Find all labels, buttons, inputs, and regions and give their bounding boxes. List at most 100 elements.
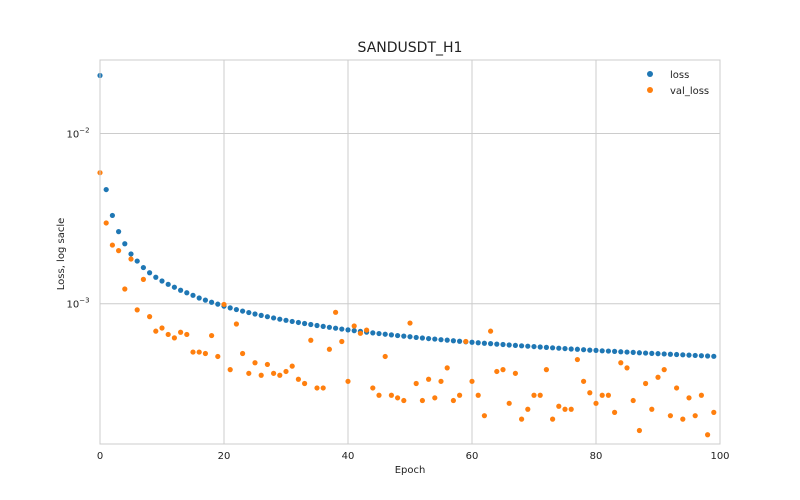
data-point-val-loss	[184, 331, 190, 338]
data-point-loss	[525, 343, 531, 349]
data-point-loss	[159, 278, 165, 284]
data-point-loss	[252, 311, 258, 317]
data-point-val-loss	[568, 406, 574, 412]
data-point-loss	[233, 306, 239, 313]
x-axis-label: Epoch	[395, 465, 426, 476]
data-point-loss	[165, 281, 171, 287]
data-point-loss	[271, 315, 277, 321]
data-point-loss	[587, 347, 593, 353]
data-point-loss	[500, 341, 506, 348]
data-point-loss	[345, 327, 351, 333]
data-point-val-loss	[258, 372, 264, 378]
legend: loss val_loss	[647, 70, 709, 97]
data-point-val-loss	[178, 329, 184, 335]
data-point-val-loss	[667, 413, 674, 419]
data-point-val-loss	[426, 376, 432, 382]
data-point-loss	[240, 308, 246, 314]
data-point-loss	[562, 345, 568, 352]
data-point-loss	[376, 330, 382, 337]
data-point-loss	[438, 337, 444, 343]
data-point-val-loss	[271, 370, 277, 376]
data-point-val-loss	[277, 372, 283, 378]
data-point-val-loss	[140, 276, 146, 282]
data-point-val-loss	[469, 378, 475, 384]
data-point-loss	[605, 348, 612, 354]
data-point-val-loss	[333, 309, 339, 315]
data-point-val-loss	[581, 378, 587, 384]
data-point-loss	[481, 340, 487, 346]
data-point-val-loss	[574, 356, 581, 363]
data-point-loss	[512, 342, 519, 349]
data-point-loss	[295, 319, 301, 326]
data-point-val-loss	[314, 385, 320, 391]
data-point-loss	[543, 344, 550, 350]
data-point-loss	[692, 352, 698, 359]
data-point-val-loss	[382, 353, 388, 360]
data-point-val-loss	[357, 330, 363, 336]
data-point-loss	[667, 351, 674, 357]
data-point-val-loss	[147, 314, 153, 320]
data-point-val-loss	[407, 320, 413, 326]
data-point-loss	[519, 343, 525, 349]
data-point-val-loss	[494, 368, 500, 375]
data-point-loss	[153, 274, 159, 280]
data-point-val-loss	[413, 380, 419, 387]
data-point-val-loss	[103, 220, 109, 226]
data-point-loss	[171, 284, 177, 290]
data-point-loss	[432, 336, 438, 342]
data-point-loss	[655, 351, 661, 357]
data-point-loss	[289, 318, 295, 325]
data-point-val-loss	[153, 328, 159, 334]
series-loss	[97, 72, 717, 359]
data-point-loss	[469, 339, 475, 345]
x-tick-labels: 0 20 40 60 80 100	[97, 451, 730, 462]
data-point-val-loss	[419, 397, 425, 404]
data-point-val-loss	[587, 390, 593, 396]
data-point-val-loss	[457, 392, 463, 398]
data-point-val-loss	[612, 409, 618, 415]
data-point-val-loss	[246, 370, 252, 376]
data-point-loss	[382, 331, 388, 337]
data-point-val-loss	[326, 346, 332, 352]
data-point-val-loss	[395, 395, 401, 401]
x-tick-label: 60	[466, 451, 479, 462]
data-point-loss	[643, 350, 649, 356]
x-tick-label: 20	[218, 451, 231, 462]
data-point-loss	[636, 350, 643, 356]
data-point-val-loss	[444, 365, 450, 371]
plot-area	[97, 59, 721, 445]
data-point-val-loss	[159, 325, 165, 331]
data-point-val-loss	[432, 395, 438, 401]
data-point-val-loss	[562, 406, 568, 412]
data-point-val-loss	[506, 400, 512, 406]
data-point-loss	[128, 251, 134, 257]
data-point-loss	[122, 241, 128, 247]
legend-marker-val-loss	[647, 87, 653, 93]
data-point-loss	[395, 332, 401, 339]
data-point-val-loss	[401, 397, 407, 404]
data-point-val-loss	[705, 432, 711, 438]
data-point-val-loss	[661, 367, 667, 373]
data-point-val-loss	[252, 360, 258, 366]
data-point-val-loss	[370, 385, 376, 391]
chart-title: SANDUSDT_H1	[358, 40, 463, 56]
data-point-val-loss	[171, 335, 177, 341]
data-point-val-loss	[109, 242, 115, 248]
data-point-val-loss	[605, 392, 612, 398]
data-point-val-loss	[122, 286, 128, 292]
data-point-loss	[475, 340, 481, 346]
data-point-val-loss	[599, 392, 605, 398]
data-point-val-loss	[686, 395, 692, 401]
data-point-loss	[494, 341, 500, 347]
data-point-val-loss	[388, 392, 394, 398]
data-point-loss	[370, 330, 376, 336]
data-point-val-loss	[308, 337, 314, 343]
y-tick-label: 10−3	[66, 297, 89, 311]
data-point-val-loss	[196, 349, 202, 355]
data-point-loss	[506, 342, 512, 348]
data-point-loss	[302, 320, 308, 327]
data-point-val-loss	[209, 332, 215, 339]
data-point-val-loss	[364, 327, 370, 333]
